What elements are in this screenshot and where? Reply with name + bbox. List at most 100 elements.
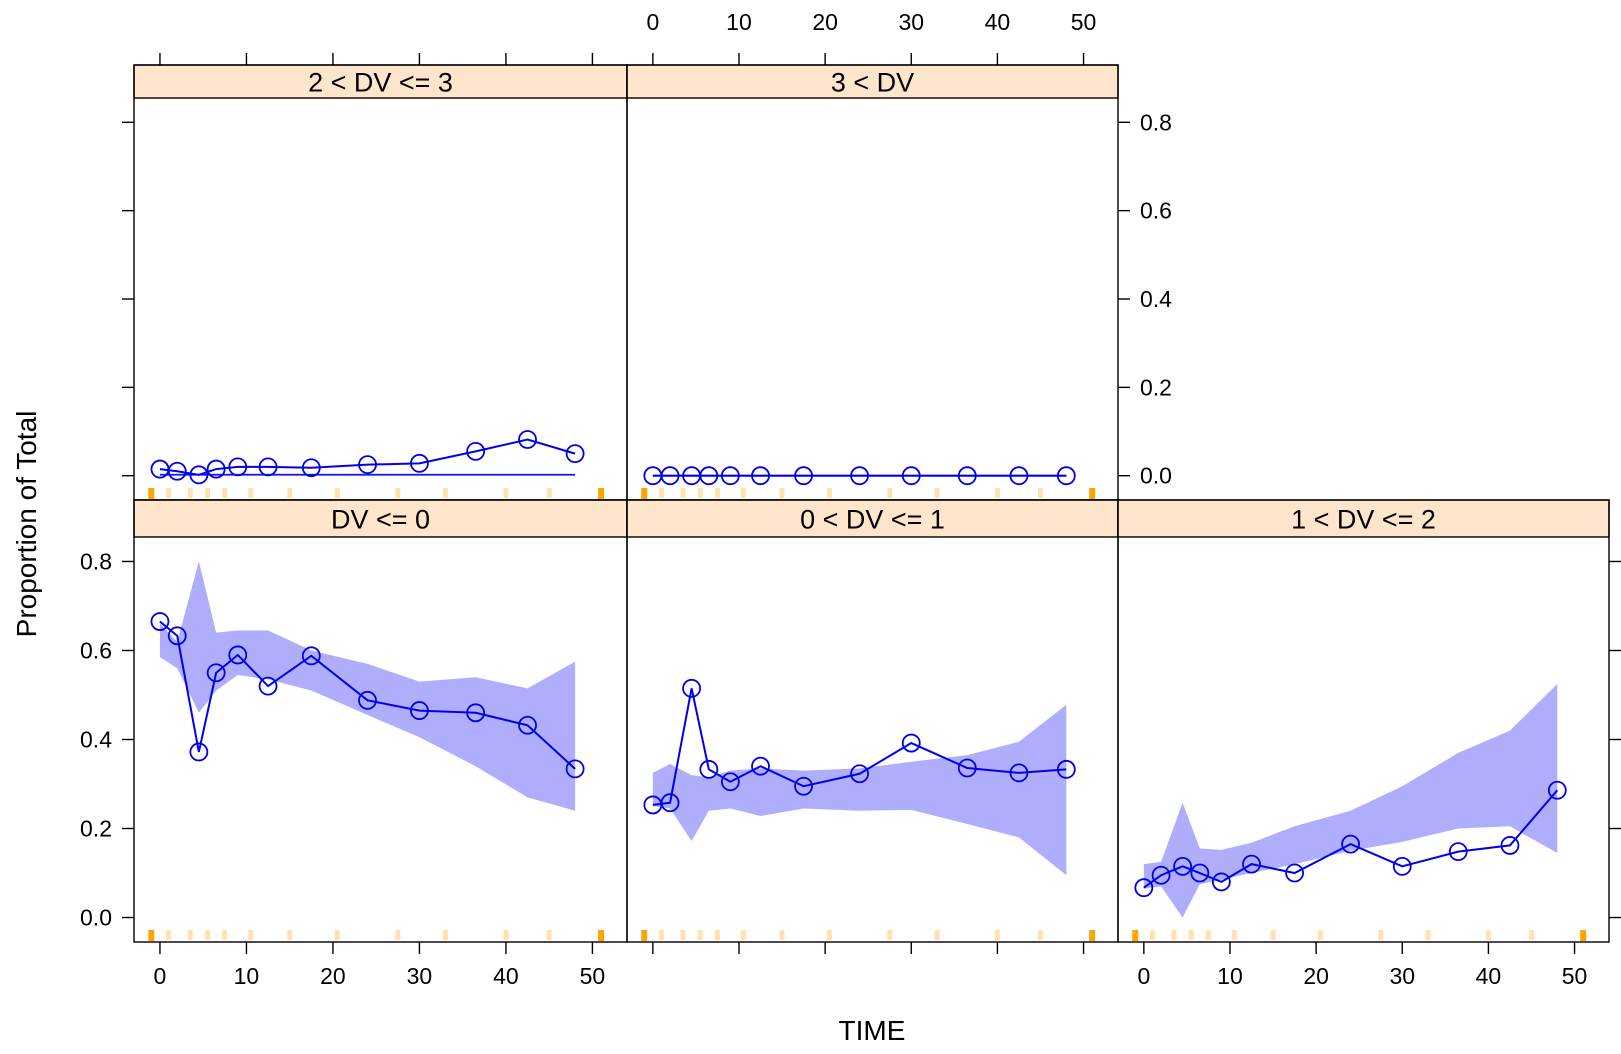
bin-edge-marker [598, 930, 605, 941]
data-point [358, 455, 377, 475]
data-point [751, 756, 770, 776]
bin-edge-marker [641, 930, 648, 941]
x-tick-label: 10 [234, 963, 260, 989]
x-tick-label: 0 [154, 963, 167, 989]
bin-marker [395, 930, 401, 940]
data-point [167, 461, 187, 481]
data-point [720, 466, 740, 486]
data-point [150, 612, 170, 631]
data-point [1500, 836, 1520, 855]
x-axis-title: TIME [839, 1015, 906, 1046]
bin-edge-marker [641, 488, 648, 499]
bin-marker [697, 930, 703, 940]
bin-marker [934, 488, 940, 498]
y-axis-title: Proportion of Total [11, 411, 42, 638]
data-point [228, 645, 248, 665]
bin-marker [222, 930, 228, 940]
y-tick-label: 0.6 [80, 637, 112, 663]
bin-marker [1270, 930, 1276, 940]
bin-marker [740, 930, 746, 940]
data-point [466, 703, 486, 723]
data-point [699, 466, 719, 486]
data-point [850, 466, 869, 486]
panel-border [626, 499, 1119, 943]
data-point [699, 759, 719, 779]
panel-strip [626, 499, 1119, 538]
data-point [1151, 865, 1171, 885]
data-point [1190, 863, 1210, 883]
bin-marker [826, 488, 832, 498]
panel-strip-label: 3 < DV [831, 68, 914, 98]
data-point [850, 764, 869, 784]
bin-marker [442, 930, 448, 940]
x-tick-label: 20 [812, 9, 838, 35]
bin-marker [334, 930, 340, 940]
bin-marker [222, 488, 228, 498]
bin-marker [1037, 930, 1043, 940]
bin-marker [1188, 930, 1194, 940]
data-point [901, 733, 921, 753]
data-point [1173, 856, 1193, 876]
bin-marker [826, 930, 832, 940]
data-point [206, 663, 226, 683]
x-tick-label: 30 [1389, 963, 1415, 989]
bin-marker [166, 488, 172, 498]
panel-strip-label: 0 < DV <= 1 [800, 505, 945, 535]
y-tick-label: 0.4 [1140, 286, 1172, 312]
bin-marker [887, 488, 893, 498]
data-point [301, 646, 321, 666]
bin-marker [287, 488, 293, 498]
bin-marker [680, 930, 686, 940]
data-point [466, 442, 486, 461]
bin-marker [714, 930, 720, 940]
bin-edge-marker [1089, 930, 1096, 941]
data-point [565, 444, 585, 464]
data-point [751, 466, 770, 486]
panel-strip [133, 499, 628, 538]
x-tick-label: 30 [898, 9, 924, 35]
x-tick-label: 10 [1217, 963, 1243, 989]
observed-line [159, 438, 576, 476]
bin-marker [658, 930, 664, 940]
bin-marker [1171, 930, 1177, 940]
bin-marker [697, 488, 703, 498]
bin-edge-marker [148, 930, 155, 941]
data-point [1134, 878, 1154, 898]
data-point [794, 466, 813, 486]
bin-marker [287, 930, 293, 940]
data-point [1341, 834, 1360, 854]
panel-1: 2 < DV <= 3 [133, 64, 628, 501]
bin-marker [934, 930, 940, 940]
panel-strip [626, 64, 1119, 99]
panel-strip-label: DV <= 0 [331, 505, 430, 535]
bin-marker [1317, 930, 1323, 940]
data-point [1547, 780, 1567, 800]
bin-marker [503, 930, 509, 940]
bin-marker [887, 930, 893, 940]
x-tick-label: 30 [407, 963, 433, 989]
panel-5: 1 < DV <= 2 [1117, 499, 1610, 943]
bin-marker [546, 930, 552, 940]
bin-marker [1205, 930, 1211, 940]
bin-marker [1485, 930, 1491, 940]
data-point [1211, 872, 1231, 892]
prediction-band [652, 704, 1067, 876]
bin-marker [187, 488, 193, 498]
x-tick-label: 0 [1137, 963, 1150, 989]
bin-marker [1149, 930, 1155, 940]
bin-marker [205, 930, 211, 940]
bin-marker [779, 488, 785, 498]
data-point [682, 678, 702, 698]
data-point [1392, 856, 1412, 876]
x-tick-label: 20 [320, 963, 346, 989]
bin-marker [334, 488, 340, 498]
data-point [957, 466, 977, 486]
bin-marker [187, 930, 193, 940]
panels: 2 < DV <= 3 3 < DV DV <= 0 0 < DV <= 1 1 < D… [133, 64, 1610, 943]
data-point [1285, 863, 1304, 883]
data-point [1242, 854, 1261, 874]
data-point [901, 466, 921, 486]
bin-marker [205, 488, 211, 498]
bin-marker [680, 488, 686, 498]
